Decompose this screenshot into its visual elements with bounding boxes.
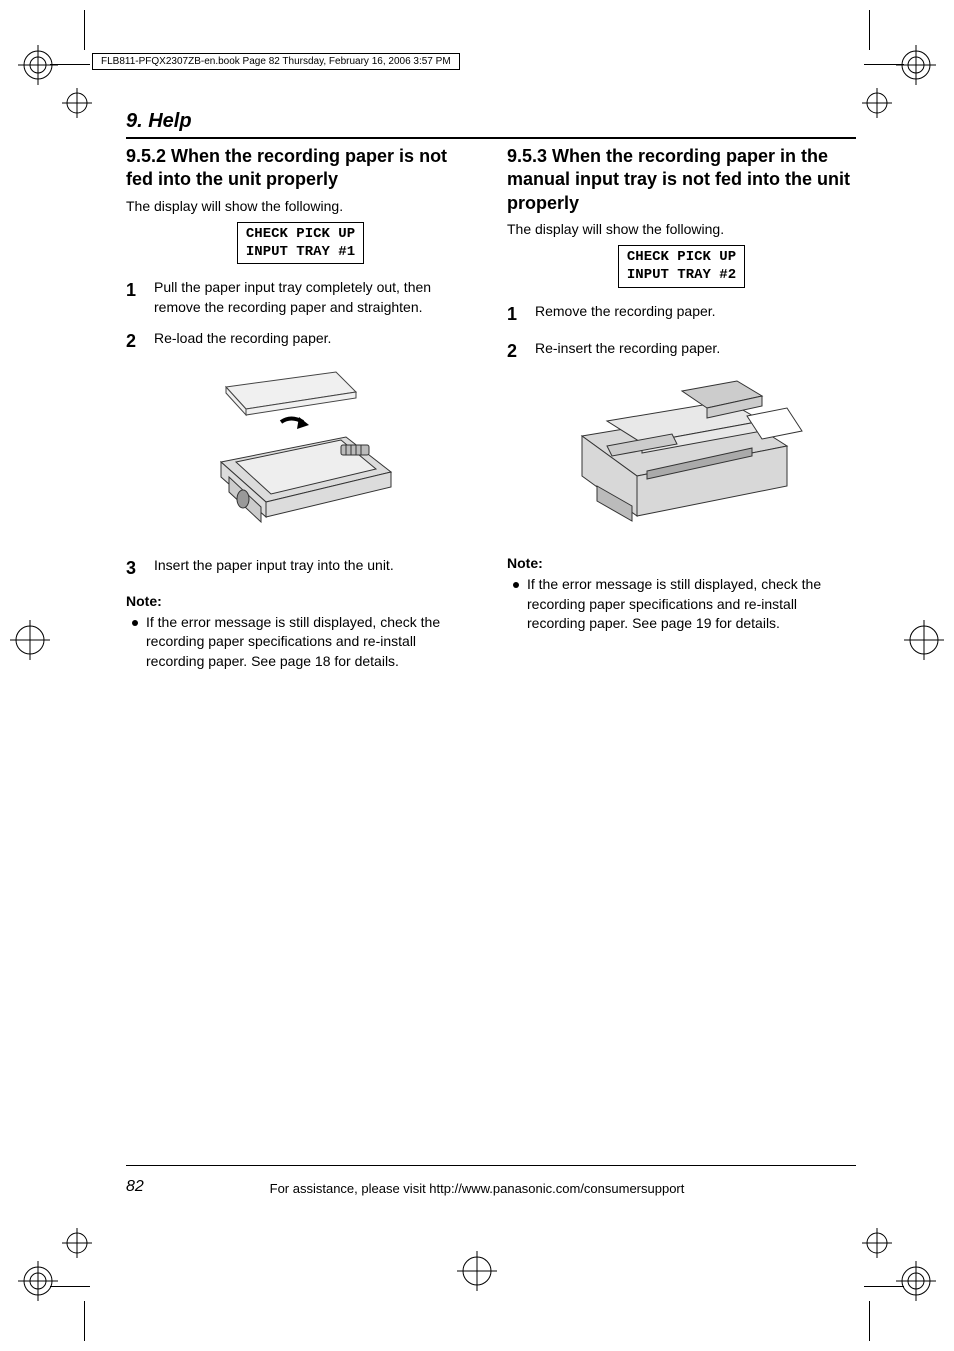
content-columns: 9.5.2 When the recording paper is not fe…: [126, 145, 856, 672]
steps-952b: 3 Insert the paper input tray into the u…: [126, 556, 475, 581]
footer-assist: For assistance, please visit http://www.…: [0, 1181, 954, 1196]
reg-mark-inner-tl: [62, 88, 92, 123]
reg-mark-bottom-center: [457, 1251, 497, 1296]
right-column: 9.5.3 When the recording paper in the ma…: [507, 145, 856, 672]
chapter-heading: 9. Help: [126, 110, 856, 139]
note-label-953: Note:: [507, 555, 856, 571]
figure-paper-tray: [126, 367, 475, 542]
reg-mark-top-left: [18, 45, 58, 90]
note-953: If the error message is still displayed,…: [527, 575, 856, 634]
footer-rule: [126, 1165, 856, 1166]
step-952-3: 3 Insert the paper input tray into the u…: [126, 556, 475, 581]
section-953-heading: 9.5.3 When the recording paper in the ma…: [507, 145, 856, 215]
step-text: Remove the recording paper.: [535, 302, 716, 327]
step-text: Re-load the recording paper.: [154, 329, 331, 354]
reg-mark-inner-tr: [862, 88, 892, 123]
crop-line-br-v: [869, 1301, 870, 1341]
steps-952: 1 Pull the paper input tray completely o…: [126, 278, 475, 354]
note-list-953: If the error message is still displayed,…: [507, 575, 856, 634]
section-953-intro: The display will show the following.: [507, 221, 856, 237]
note-label-952: Note:: [126, 593, 475, 609]
reg-mark-mid-right: [904, 620, 944, 665]
reg-mark-inner-bl: [62, 1228, 92, 1263]
step-953-2: 2 Re-insert the recording paper.: [507, 339, 856, 364]
step-number: 1: [126, 278, 140, 317]
crop-line-tr-h: [864, 64, 904, 65]
crop-line-bl-v: [84, 1301, 85, 1341]
crop-line-tl-h: [50, 64, 90, 65]
step-number: 3: [126, 556, 140, 581]
section-952-heading: 9.5.2 When the recording paper is not fe…: [126, 145, 475, 192]
steps-953: 1 Remove the recording paper. 2 Re-inser…: [507, 302, 856, 364]
step-text: Re-insert the recording paper.: [535, 339, 720, 364]
crop-line-br-h: [864, 1286, 904, 1287]
display-box-tray2: CHECK PICK UP INPUT TRAY #2: [618, 245, 745, 287]
reg-mark-top-right: [896, 45, 936, 90]
section-952-intro: The display will show the following.: [126, 198, 475, 214]
step-text: Insert the paper input tray into the uni…: [154, 556, 394, 581]
step-number: 2: [507, 339, 521, 364]
step-953-1: 1 Remove the recording paper.: [507, 302, 856, 327]
note-952: If the error message is still displayed,…: [146, 613, 475, 672]
crop-line-tr-v: [869, 10, 870, 50]
reg-mark-inner-br: [862, 1228, 892, 1263]
note-list-952: If the error message is still displayed,…: [126, 613, 475, 672]
step-952-1: 1 Pull the paper input tray completely o…: [126, 278, 475, 317]
step-number: 1: [507, 302, 521, 327]
header-book-info: FLB811-PFQX2307ZB-en.book Page 82 Thursd…: [92, 53, 460, 70]
crop-line-bl-h: [50, 1286, 90, 1287]
step-text: Pull the paper input tray completely out…: [154, 278, 475, 317]
reg-mark-mid-left: [10, 620, 50, 665]
reg-mark-bottom-right: [896, 1261, 936, 1306]
step-number: 2: [126, 329, 140, 354]
crop-line-tl-v: [84, 10, 85, 50]
figure-printer-unit: [507, 376, 856, 541]
display-box-tray1: CHECK PICK UP INPUT TRAY #1: [237, 222, 364, 264]
step-952-2: 2 Re-load the recording paper.: [126, 329, 475, 354]
reg-mark-bottom-left: [18, 1261, 58, 1306]
left-column: 9.5.2 When the recording paper is not fe…: [126, 145, 475, 672]
